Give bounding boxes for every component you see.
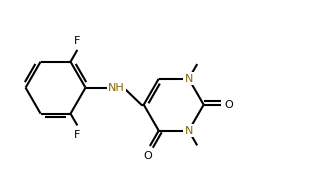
Text: N: N <box>184 74 193 84</box>
Text: O: O <box>225 100 233 110</box>
Text: NH: NH <box>108 83 125 93</box>
Text: F: F <box>74 36 80 46</box>
Text: N: N <box>184 126 193 136</box>
Text: O: O <box>144 151 153 161</box>
Text: F: F <box>74 130 80 140</box>
